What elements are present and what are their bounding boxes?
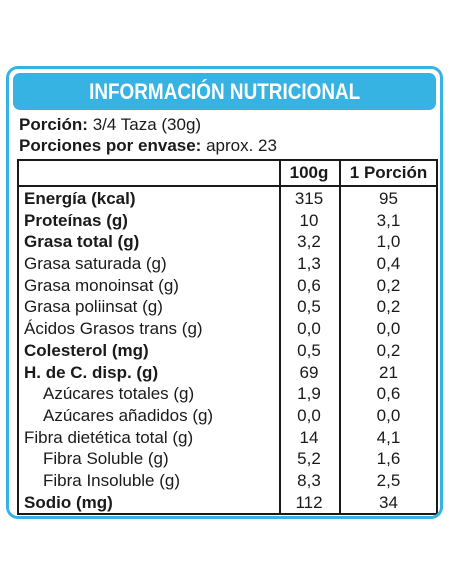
table-row: Colesterol (mg) 0,5 0,2	[19, 340, 436, 362]
table-row: Azúcares totales (g) 1,9 0,6	[19, 383, 436, 405]
value-per-100g: 14	[299, 427, 319, 447]
value-per-100g: 8,3	[297, 470, 321, 490]
table-header: 100g 1 Porción	[19, 161, 436, 187]
per-pack-value: aprox. 23	[206, 136, 277, 155]
value-per-100g: 10	[299, 210, 319, 230]
per-pack-label: Porciones por envase:	[19, 136, 202, 155]
value-per-100g: 5,2	[297, 449, 321, 469]
nutrient-name: Grasa total (g)	[24, 232, 140, 252]
table-row: Ácidos Grasos trans (g) 0,0 0,0	[19, 318, 436, 340]
table-row: Proteínas (g) 10 3,1	[19, 210, 436, 232]
value-per-100g: 3,2	[297, 232, 321, 252]
value-per-100g: 0,0	[297, 319, 321, 339]
value-per-100g: 0,5	[297, 340, 321, 360]
value-per-portion: 0,2	[376, 340, 401, 360]
nutrient-name: Energía (kcal)	[24, 189, 136, 208]
nutrient-name: Grasa monoinsat (g)	[24, 275, 179, 295]
page-title: INFORMACIÓN NUTRICIONAL	[88, 78, 361, 104]
table-row: Fibra Insoluble (g) 8,3 2,5	[19, 470, 436, 492]
nutrient-name: Sodio (mg)	[24, 492, 113, 512]
value-per-portion: 0,4	[376, 254, 401, 274]
nutrient-name: Proteínas (g)	[24, 210, 128, 230]
value-per-portion: 0,0	[376, 319, 401, 339]
value-per-100g: 69	[299, 362, 319, 382]
value-per-portion: 21	[379, 362, 398, 382]
nutrient-name: Azúcares totales (g)	[43, 384, 195, 404]
nutrient-name: Grasa poliinsat (g)	[24, 297, 163, 317]
nutrient-name: Fibra Soluble (g)	[43, 449, 169, 469]
value-per-100g: 0,5	[297, 297, 321, 317]
column-divider	[339, 161, 341, 513]
nutrition-facts-panel: INFORMACIÓN NUTRICIONAL Porción: 3/4 Taz…	[6, 66, 443, 519]
portion-label: Porción:	[19, 115, 88, 134]
nutrient-name: Fibra Insoluble (g)	[43, 470, 181, 490]
nutrient-name: Colesterol (mg)	[24, 340, 149, 360]
nutrient-name: Azúcares añadidos (g)	[43, 405, 214, 425]
value-per-portion: 4,1	[376, 427, 401, 447]
value-per-portion: 0,2	[376, 275, 401, 295]
table-row: Fibra dietética total (g) 14 4,1	[19, 427, 436, 449]
value-per-portion: 3,1	[376, 210, 401, 230]
value-per-portion: 1,6	[376, 449, 401, 469]
nutrient-name: Grasa saturada (g)	[24, 254, 167, 274]
table-row: Grasa saturada (g) 1,3 0,4	[19, 253, 436, 275]
table-row: Grasa monoinsat (g) 0,6 0,2	[19, 275, 436, 297]
table-row: Fibra Soluble (g) 5,2 1,6	[19, 448, 436, 470]
nutrient-name: Ácidos Grasos trans (g)	[24, 319, 203, 339]
per-pack-line: Porciones por envase: aprox. 23	[19, 135, 277, 156]
table-row: H. de C. disp. (g) 69 21	[19, 362, 436, 384]
value-per-100g: 1,3	[297, 254, 321, 274]
table-row: Grasa total (g) 3,2 1,0	[19, 231, 436, 253]
value-per-100g: 0,0	[297, 405, 321, 425]
title-banner: INFORMACIÓN NUTRICIONAL	[13, 73, 436, 110]
column-divider	[279, 161, 281, 513]
portion-value: 3/4 Taza (30g)	[92, 115, 202, 134]
value-per-portion: 0,2	[376, 297, 401, 317]
table-row: Grasa poliinsat (g) 0,5 0,2	[19, 296, 436, 318]
value-per-100g: 112	[295, 492, 323, 512]
table-row: Sodio (mg) 112 34	[19, 492, 436, 514]
table-body: Energía (kcal) 315 95 Proteínas (g) 10 3,1 Gra…	[19, 188, 436, 513]
value-per-portion: 0,6	[376, 384, 401, 404]
serving-info: Porción: 3/4 Taza (30g) Porciones por en…	[19, 114, 277, 156]
value-per-portion: 2,5	[376, 470, 401, 490]
value-per-100g: 315	[294, 189, 324, 208]
value-per-portion: 34	[379, 492, 398, 512]
value-per-portion: 1,0	[376, 232, 401, 252]
table-row: Azúcares añadidos (g) 0,0 0,0	[19, 405, 436, 427]
nutrient-name: Fibra dietética total (g)	[24, 427, 194, 447]
nutrition-table: 100g 1 Porción Energía (kcal) 315 95 Proteí…	[17, 159, 438, 515]
portion-line: Porción: 3/4 Taza (30g)	[19, 114, 277, 135]
value-per-100g: 1,9	[297, 384, 321, 404]
value-per-100g: 0,6	[297, 275, 321, 295]
nutrient-name: H. de C. disp. (g)	[24, 362, 159, 382]
column-header-100g: 100g	[289, 163, 329, 182]
table-row: Energía (kcal) 315 95	[19, 188, 436, 210]
value-per-portion: 95	[379, 189, 398, 208]
value-per-portion: 0,0	[376, 405, 401, 425]
column-header-portion: 1 Porción	[349, 163, 428, 182]
